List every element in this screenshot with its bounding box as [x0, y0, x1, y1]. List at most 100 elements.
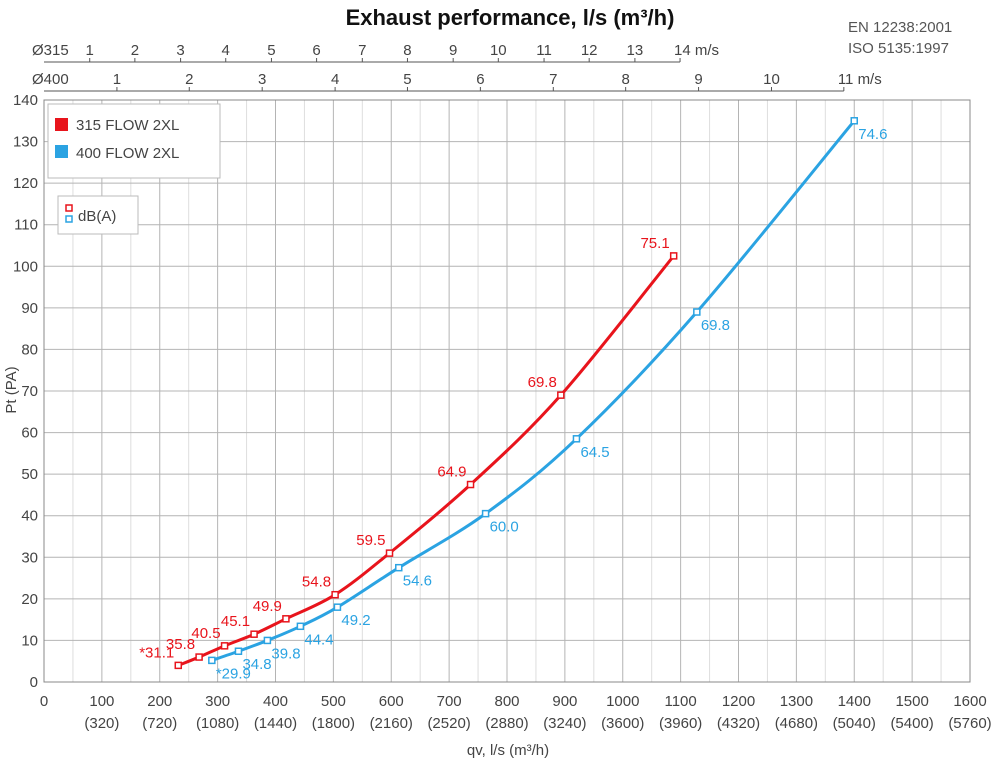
data-point-marker — [557, 391, 565, 399]
data-label: 54.8 — [302, 574, 331, 591]
data-point-marker — [331, 590, 339, 599]
velocity-tick-label: 3 — [258, 71, 266, 88]
legend-label-400: 400 FLOW 2XL — [76, 145, 179, 162]
y-tick-label: 90 — [21, 300, 38, 317]
velocity-tick-label: 9 — [449, 42, 457, 59]
y-tick-label: 110 — [14, 217, 38, 234]
y-tick-label: 80 — [21, 341, 38, 358]
y-tick-label: 40 — [21, 508, 38, 525]
data-point-marker — [481, 509, 490, 518]
velocity-tick-label: 11 m/s — [838, 71, 882, 88]
velocity-tick-label: 8 — [621, 71, 629, 88]
y-tick-label: 120 — [13, 175, 38, 192]
x-tick-secondary-label: (5760) — [948, 715, 991, 732]
y-tick-label: 0 — [30, 674, 38, 691]
series-layer: *31.135.840.545.149.9 54.8 59.5 64.9 69.8 75.… — [139, 117, 887, 682]
x-tick-label: 1500 — [895, 693, 928, 710]
legend-swatch-400 — [55, 145, 68, 158]
velocity-tick-label: 14 m/s — [674, 42, 719, 59]
x-tick-secondary-label: (3600) — [601, 715, 644, 732]
data-label: 49.9 — [253, 598, 282, 615]
velocity-tick-label: 12 — [581, 42, 598, 59]
data-point-marker — [466, 480, 475, 489]
velocity-tick-label: 13 — [627, 42, 644, 59]
data-point-marker — [693, 308, 701, 316]
data-point-marker — [282, 615, 290, 623]
data-point-marker — [195, 653, 203, 661]
x-tick-secondary-label: (2160) — [370, 715, 413, 732]
standard-en: EN 12238:2001 — [848, 19, 952, 36]
legend-label-315: 315 FLOW 2XL — [76, 117, 179, 134]
data-label: 54.6 — [403, 573, 432, 590]
y-tick-label: 130 — [13, 134, 38, 151]
x-tick-label: 500 — [321, 693, 346, 710]
marker-legend-box — [57, 195, 139, 235]
velocity-tick-label: 2 — [131, 42, 139, 59]
data-point-marker — [669, 252, 678, 260]
x-tick-secondary-label: (1080) — [196, 715, 239, 732]
x-tick-label: 100 — [89, 693, 114, 710]
data-point-marker — [220, 642, 229, 650]
x-tick-label: 1000 — [606, 693, 639, 710]
y-tick-label: 10 — [21, 632, 38, 649]
data-label: *31.1 — [139, 644, 174, 661]
legend-swatch-315 — [55, 118, 68, 131]
x-tick-secondary-label: (4680) — [775, 715, 818, 732]
data-point-marker — [333, 603, 342, 611]
velocity-tick-label: 1 — [113, 71, 121, 88]
x-tick-secondary-label: (2520) — [427, 715, 470, 732]
marker-legend-blue — [65, 215, 73, 223]
data-label: 34.8 — [242, 656, 271, 673]
x-axis-label: qv, l/s (m³/h) — [467, 742, 549, 759]
y-tick-label: 70 — [21, 383, 38, 400]
data-point-marker — [385, 549, 394, 557]
velocity-tick-label: 10 — [763, 71, 780, 88]
x-tick-label: 400 — [263, 693, 288, 710]
velocity-tick-label: 11 — [536, 42, 552, 59]
velocity-tick-label: 5 — [267, 42, 275, 59]
data-label: 69.8 — [528, 374, 557, 391]
velocity-tick-label: 6 — [312, 42, 320, 59]
x-tick-label: 1600 — [953, 693, 986, 710]
data-label: 64.9 — [437, 464, 466, 481]
data-point-marker — [296, 622, 305, 631]
data-label: 49.2 — [341, 612, 370, 629]
x-tick-secondary-label: (3240) — [543, 715, 586, 732]
plot-frame — [43, 99, 971, 683]
data-point-marker — [250, 630, 258, 638]
data-label: 59.5 — [356, 532, 385, 549]
data-label: 64.5 — [580, 444, 609, 461]
velocity-tick-label: 7 — [549, 71, 557, 88]
x-tick-secondary-label: (720) — [142, 715, 177, 732]
x-tick-secondary-label: (1800) — [312, 715, 355, 732]
data-point-marker — [572, 435, 581, 443]
x-tick-label: 0 — [40, 693, 48, 710]
marker-legend-label: dB(A) — [78, 208, 116, 225]
velocity-tick-label: 5 — [403, 71, 411, 88]
data-label: 69.8 — [701, 317, 730, 334]
data-point-marker — [850, 117, 858, 125]
x-tick-secondary-label: (5400) — [890, 715, 933, 732]
velocity-tick-label: 10 — [490, 42, 507, 59]
x-tick-secondary-label: (2880) — [485, 715, 528, 732]
data-label: 75.1 — [640, 235, 669, 252]
y-tick-label: 20 — [21, 591, 38, 608]
x-tick-label: 900 — [552, 693, 577, 710]
legend: 315 FLOW 2XL 400 FLOW 2XL dB(A) — [47, 103, 221, 235]
x-tick-label: 700 — [437, 693, 462, 710]
x-tick-label: 200 — [147, 693, 172, 710]
y-tick-label: 60 — [21, 425, 38, 442]
y-axis-label: Pt (PA) — [3, 366, 20, 413]
data-label: 60.0 — [490, 519, 519, 536]
x-tick-label: 800 — [494, 693, 519, 710]
x-tick-label: 1100 — [664, 693, 696, 710]
y-tick-label: 50 — [21, 466, 38, 483]
standard-iso: ISO 5135:1997 — [848, 40, 949, 57]
chart-title: Exhaust performance, l/s (m³/h) — [346, 5, 675, 30]
data-label: 39.8 — [271, 645, 300, 662]
velocity-tick-label: 6 — [476, 71, 484, 88]
x-tick-secondary-label: (3960) — [659, 715, 702, 732]
x-tick-secondary-label: (4320) — [717, 715, 760, 732]
